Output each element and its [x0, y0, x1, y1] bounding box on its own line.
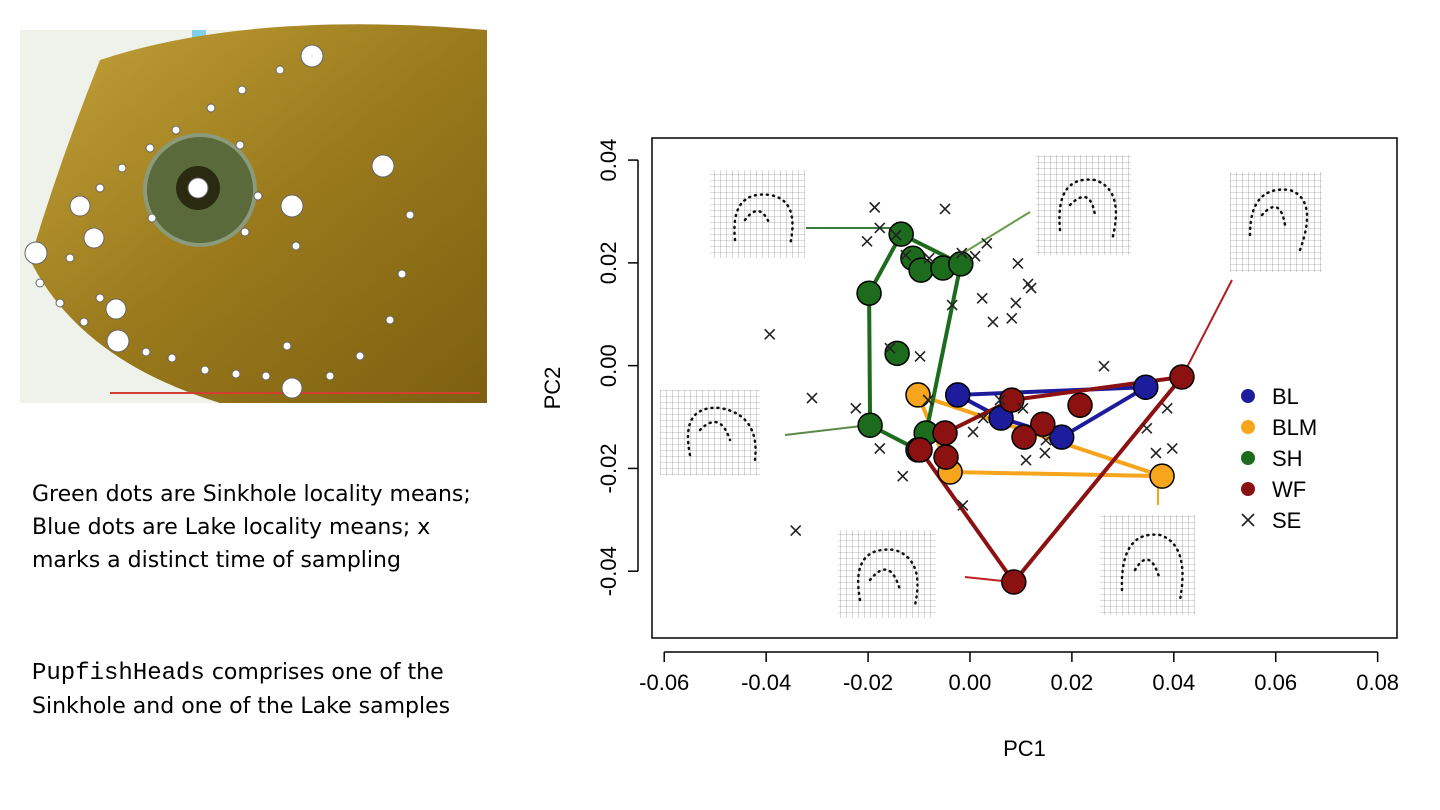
sample-event — [957, 499, 969, 511]
x-tick-label: -0.04 — [741, 670, 791, 695]
locality-mean — [1011, 424, 1037, 450]
plot-frame — [651, 137, 1398, 639]
sample-event — [969, 250, 981, 262]
y-tick-label: 0.04 — [596, 139, 621, 182]
sample-event — [1141, 422, 1153, 434]
sample-event — [874, 222, 886, 234]
sample-event — [1020, 454, 1032, 466]
locality-mean — [908, 257, 934, 283]
sample-event — [939, 203, 951, 215]
sample-event — [1150, 447, 1162, 459]
caption-2-text: comprises one of the Sinkhole and one of… — [32, 660, 451, 719]
legend-label: SH — [1272, 446, 1303, 471]
locality-mean — [1169, 364, 1195, 390]
locality-mean — [944, 382, 971, 408]
legend-marker — [1241, 513, 1255, 527]
locality-mean — [907, 437, 933, 463]
x-tick-label: 0.04 — [1152, 670, 1195, 695]
legend-label: SE — [1272, 508, 1301, 533]
deformation-grids — [660, 155, 1322, 618]
sample-event — [1098, 360, 1110, 372]
sample-event — [806, 392, 818, 404]
sample-event — [914, 350, 926, 362]
sample-event — [1006, 312, 1018, 324]
sample-event — [1039, 447, 1051, 459]
sample-event — [790, 525, 802, 537]
x-tick-label: -0.02 — [843, 670, 893, 695]
y-tick-label: 0.00 — [596, 344, 621, 387]
sample-event — [1010, 297, 1022, 309]
sample-event — [976, 292, 988, 304]
locality-mean — [1001, 569, 1027, 595]
x-axis-label: PC1 — [1003, 736, 1046, 761]
sample-event — [977, 412, 989, 424]
legend-marker — [1241, 482, 1255, 496]
locality-mean — [933, 444, 959, 470]
legend-marker — [1241, 389, 1255, 403]
sample-event — [922, 394, 934, 406]
code-name: PupfishHeads — [32, 660, 205, 687]
sample-event — [981, 237, 993, 249]
locality-mean — [999, 387, 1025, 413]
sample-event — [1040, 434, 1052, 446]
plot: -0.06 -0.04 -0.02 0.00 0.02 0.04 0.06 0.08 -0.04… — [540, 137, 1399, 761]
locality-mean — [884, 340, 910, 367]
y-tick-label: -0.04 — [596, 546, 621, 596]
legend-label: BLM — [1272, 415, 1317, 440]
sample-event — [850, 402, 862, 414]
sample-event — [1017, 402, 1029, 414]
sample-event — [890, 229, 902, 241]
fish-photo — [20, 24, 487, 404]
sample-event — [764, 328, 776, 340]
locality-mean — [905, 382, 931, 408]
legend-label: WF — [1272, 477, 1306, 502]
sample-event — [1025, 282, 1037, 294]
caption-2: PupfishHeads comprises one of the Sinkho… — [32, 656, 482, 723]
sample-event — [897, 470, 909, 482]
legend-marker — [1241, 420, 1255, 434]
sample-event — [946, 299, 958, 311]
locality-mean — [857, 412, 883, 439]
locality-mean — [1133, 374, 1159, 400]
x-tick-label: -0.06 — [639, 670, 689, 695]
sample-event — [861, 235, 873, 247]
sample-event — [1012, 257, 1024, 269]
sample-event — [900, 249, 912, 261]
sample-event — [1161, 402, 1173, 414]
sample-event — [923, 252, 935, 264]
sample-event — [869, 201, 881, 213]
sample-event — [987, 316, 999, 328]
sample-event — [884, 342, 896, 354]
sample-event — [956, 247, 968, 259]
shape-connectors — [784, 211, 1233, 583]
locality-mean — [856, 280, 882, 306]
x-tick-label: 0.06 — [1254, 670, 1297, 695]
legend-marker — [1241, 451, 1255, 465]
sample-event — [994, 394, 1006, 406]
legend-label: BL — [1272, 384, 1299, 409]
y-tick-label: 0.02 — [596, 241, 621, 284]
y-axis-label: PC2 — [540, 367, 565, 410]
y-tick-label: -0.02 — [596, 443, 621, 493]
sample-event — [1166, 442, 1178, 454]
locality-mean — [888, 221, 914, 247]
locality-mean — [932, 420, 958, 446]
locality-mean — [948, 251, 974, 277]
x-tick-label: 0.02 — [1050, 670, 1093, 695]
x-tick-label: 0.08 — [1356, 670, 1399, 695]
sample-event — [874, 442, 886, 454]
sample-event — [967, 426, 979, 438]
caption-1: Green dots are Sinkhole locality means; … — [32, 482, 471, 573]
locality-mean — [1149, 463, 1175, 489]
x-tick-label: 0.00 — [949, 670, 992, 695]
locality-mean — [1067, 392, 1093, 418]
